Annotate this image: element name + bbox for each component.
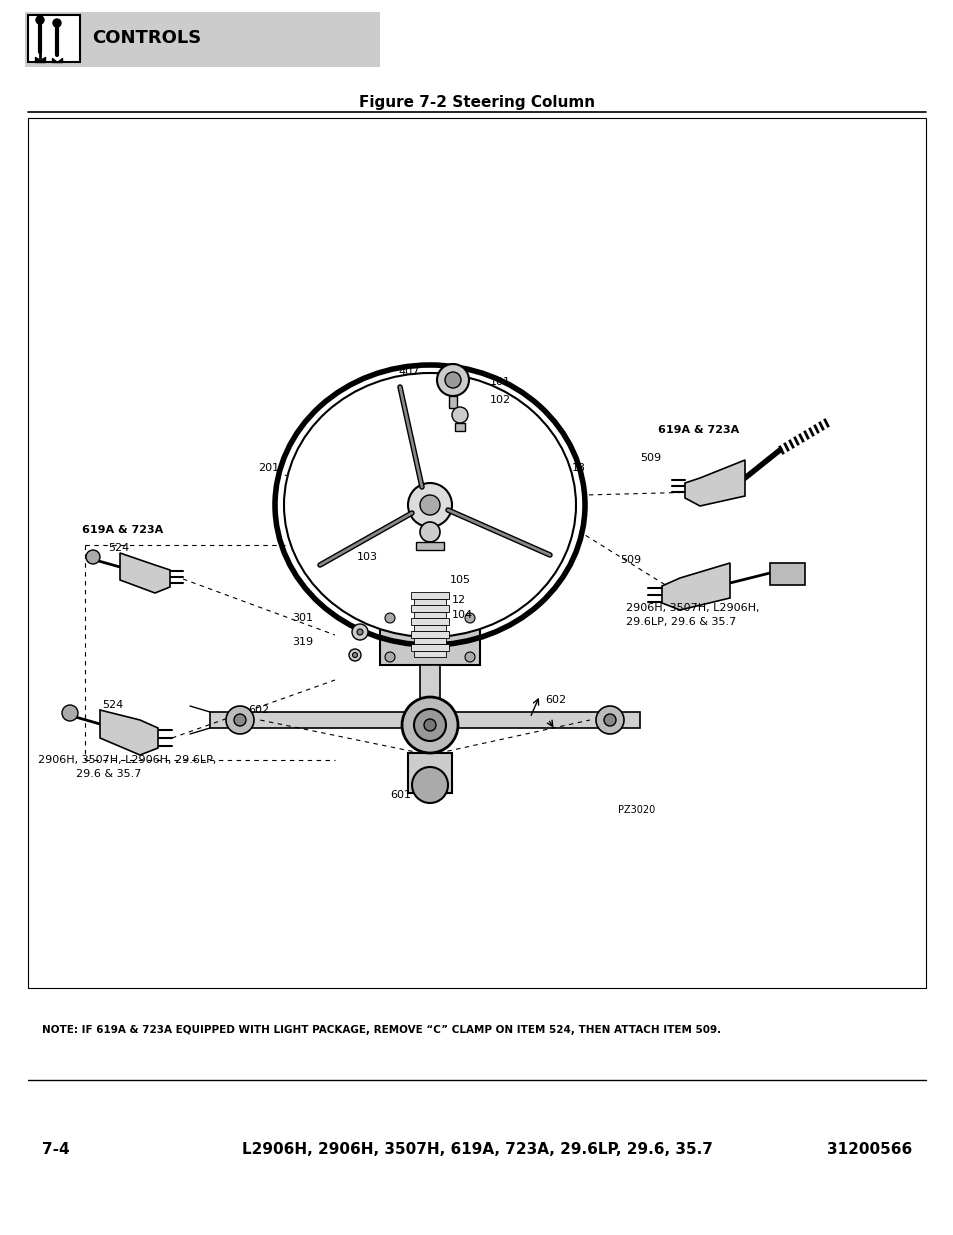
Bar bbox=[411, 631, 449, 637]
Text: 13: 13 bbox=[572, 463, 585, 473]
Circle shape bbox=[385, 652, 395, 662]
Bar bbox=[414, 599, 446, 605]
Circle shape bbox=[352, 624, 368, 640]
Circle shape bbox=[419, 522, 439, 542]
Circle shape bbox=[412, 767, 448, 803]
Text: 103: 103 bbox=[356, 552, 377, 562]
Circle shape bbox=[596, 706, 623, 734]
Text: 509: 509 bbox=[639, 453, 660, 463]
Text: 201: 201 bbox=[257, 463, 279, 473]
Circle shape bbox=[86, 550, 100, 564]
Polygon shape bbox=[100, 710, 158, 755]
Text: PZ3020: PZ3020 bbox=[618, 805, 655, 815]
Text: 301: 301 bbox=[292, 613, 313, 622]
Text: 31200566: 31200566 bbox=[826, 1142, 911, 1157]
Bar bbox=[414, 625, 446, 631]
Circle shape bbox=[401, 697, 457, 753]
Polygon shape bbox=[684, 459, 744, 506]
Circle shape bbox=[603, 714, 616, 726]
Circle shape bbox=[385, 613, 395, 622]
Text: 524: 524 bbox=[108, 543, 129, 553]
Text: 104: 104 bbox=[452, 610, 473, 620]
Bar bbox=[411, 592, 449, 599]
Text: NOTE: IF 619A & 723A EQUIPPED WITH LIGHT PACKAGE, REMOVE “C” CLAMP ON ITEM 524, : NOTE: IF 619A & 723A EQUIPPED WITH LIGHT… bbox=[42, 1025, 720, 1035]
Text: 12: 12 bbox=[452, 595, 466, 605]
Text: 29.6LP, 29.6 & 35.7: 29.6LP, 29.6 & 35.7 bbox=[625, 618, 736, 627]
Circle shape bbox=[452, 408, 468, 424]
Circle shape bbox=[419, 495, 439, 515]
Ellipse shape bbox=[284, 373, 576, 637]
Circle shape bbox=[436, 364, 469, 396]
Circle shape bbox=[423, 719, 436, 731]
Circle shape bbox=[464, 652, 475, 662]
Circle shape bbox=[233, 714, 246, 726]
Bar bbox=[769, 563, 804, 585]
Circle shape bbox=[226, 706, 253, 734]
Bar bbox=[419, 664, 439, 715]
Circle shape bbox=[356, 629, 363, 635]
Bar bbox=[210, 713, 639, 727]
Text: L2906H, 2906H, 3507H, 619A, 723A, 29.6LP, 29.6, 35.7: L2906H, 2906H, 3507H, 619A, 723A, 29.6LP… bbox=[241, 1142, 712, 1157]
Polygon shape bbox=[661, 563, 729, 610]
Bar bbox=[416, 542, 443, 550]
Text: 602: 602 bbox=[544, 695, 565, 705]
Text: 2906H, 3507H, L2906H, 29.6LP,: 2906H, 3507H, L2906H, 29.6LP, bbox=[38, 755, 216, 764]
Text: 7-4: 7-4 bbox=[42, 1142, 70, 1157]
Bar bbox=[379, 610, 479, 664]
Polygon shape bbox=[120, 553, 170, 593]
Bar bbox=[25, 12, 379, 67]
Circle shape bbox=[62, 705, 78, 721]
Circle shape bbox=[36, 16, 44, 23]
Text: 619A & 723A: 619A & 723A bbox=[82, 525, 163, 535]
Circle shape bbox=[444, 372, 460, 388]
Bar bbox=[455, 424, 464, 431]
Bar bbox=[421, 527, 437, 587]
Circle shape bbox=[352, 652, 357, 657]
Text: 601: 601 bbox=[390, 790, 411, 800]
Text: 524: 524 bbox=[102, 700, 123, 710]
Bar bbox=[28, 119, 925, 988]
Bar bbox=[411, 618, 449, 625]
Bar bbox=[411, 643, 449, 651]
Text: 2906H, 3507H, L2906H,: 2906H, 3507H, L2906H, bbox=[625, 603, 759, 613]
Bar bbox=[408, 753, 452, 793]
Bar bbox=[414, 637, 446, 643]
Bar bbox=[449, 396, 456, 408]
Circle shape bbox=[349, 650, 360, 661]
Bar bbox=[414, 611, 446, 618]
Bar bbox=[414, 651, 446, 657]
Bar bbox=[411, 605, 449, 611]
Text: 509: 509 bbox=[619, 555, 640, 564]
Bar bbox=[28, 15, 80, 62]
Circle shape bbox=[53, 19, 61, 27]
Text: 29.6 & 35.7: 29.6 & 35.7 bbox=[76, 769, 141, 779]
Text: CONTROLS: CONTROLS bbox=[91, 28, 201, 47]
Text: 319: 319 bbox=[292, 637, 313, 647]
Circle shape bbox=[414, 709, 446, 741]
Text: Figure 7-2 Steering Column: Figure 7-2 Steering Column bbox=[358, 95, 595, 110]
Text: 105: 105 bbox=[450, 576, 471, 585]
Circle shape bbox=[464, 613, 475, 622]
Text: 102: 102 bbox=[490, 395, 511, 405]
Text: 602: 602 bbox=[248, 705, 269, 715]
Text: 619A & 723A: 619A & 723A bbox=[658, 425, 739, 435]
Circle shape bbox=[408, 483, 452, 527]
Text: 407: 407 bbox=[398, 367, 419, 377]
Text: 101: 101 bbox=[490, 377, 511, 387]
